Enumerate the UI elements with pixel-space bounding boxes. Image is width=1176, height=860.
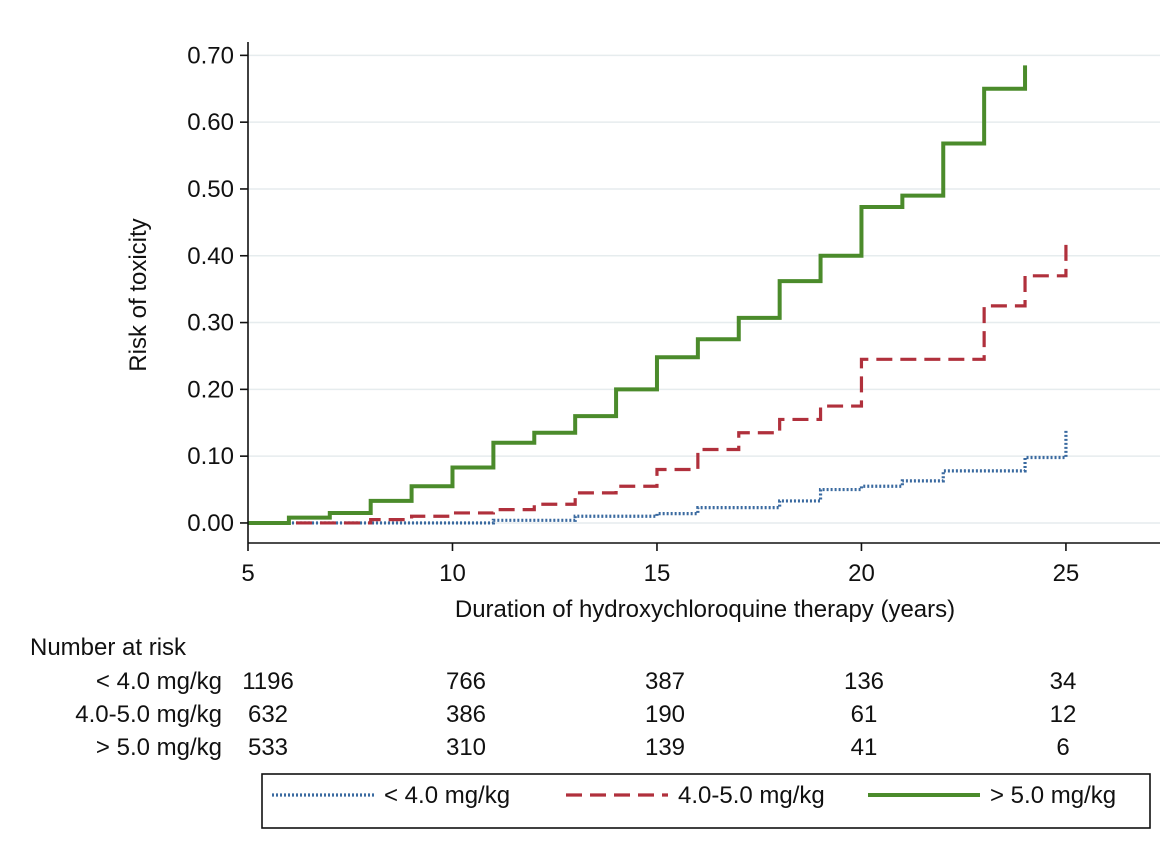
risk-count: 1196 [242,668,294,695]
number-at-risk-table: Number at risk < 4.0 mg/kg 1196 766 387 136 3… [30,634,1076,761]
risk-count: 766 [446,668,486,695]
legend-items: < 4.0 mg/kg 4.0-5.0 mg/kg > 5.0 mg/kg [272,782,1116,809]
y-tick-label: 0.30 [187,310,234,337]
risk-count: 41 [851,734,878,761]
risk-row-label: 4.0-5.0 mg/kg [75,701,222,728]
risk-count: 139 [645,734,685,761]
legend-box [261,773,1151,829]
gridlines [248,54,1160,524]
risk-count: 387 [645,668,685,695]
risk-count: 310 [446,734,486,761]
x-tick-label: 10 [439,560,466,587]
risk-count: 136 [844,668,884,695]
y-tick-label: 0.50 [187,176,234,203]
x-tick-label: 15 [644,560,671,587]
risk-count: 632 [248,701,288,728]
risk-row-label: < 4.0 mg/kg [96,668,222,695]
risk-count: 34 [1050,668,1077,695]
risk-count: 6 [1056,734,1069,761]
axes: 0.00 0.10 0.20 0.30 0.40 0.50 0.60 0.70 5 10 15 20… [187,42,1160,587]
y-tick-label: 0.20 [187,376,234,403]
series-line-1 [248,429,1068,525]
risk-count: 190 [645,701,685,728]
number-at-risk-title: Number at risk [30,634,187,661]
series-lines [248,65,1068,525]
y-tick-label: 0.60 [187,109,234,136]
y-axis-title: Risk of toxicity [125,218,152,371]
y-tick-label: 0.40 [187,243,234,270]
y-tick-label: 0.70 [187,42,234,69]
legend-label-1: < 4.0 mg/kg [384,782,510,809]
legend-label-3: > 5.0 mg/kg [990,782,1116,809]
risk-count: 533 [248,734,288,761]
legend: < 4.0 mg/kg 4.0-5.0 mg/kg > 5.0 mg/kg [261,773,1151,829]
plot-area: 0.00 0.10 0.20 0.30 0.40 0.50 0.60 0.70 5 10 15 20… [125,42,1160,623]
legend-label-2: 4.0-5.0 mg/kg [678,782,825,809]
risk-count: 61 [851,701,878,728]
y-axis-ticks: 0.00 0.10 0.20 0.30 0.40 0.50 0.60 0.70 [187,42,248,537]
series-line-2 [248,242,1068,525]
risk-count: 12 [1050,701,1077,728]
x-axis-ticks: 5 10 15 20 25 [241,543,1079,587]
x-axis-title: Duration of hydroxychloroquine therapy (… [455,596,955,623]
x-tick-label: 25 [1053,560,1080,587]
risk-count: 386 [446,701,486,728]
number-at-risk-rows: < 4.0 mg/kg 1196 766 387 136 34 4.0-5.0 mg/kg 6… [75,668,1076,761]
x-tick-label: 5 [241,560,254,587]
series-line-3 [248,65,1028,525]
x-tick-label: 20 [848,560,875,587]
y-tick-label: 0.00 [187,510,234,537]
risk-row-label: > 5.0 mg/kg [96,734,222,761]
y-tick-label: 0.10 [187,443,234,470]
